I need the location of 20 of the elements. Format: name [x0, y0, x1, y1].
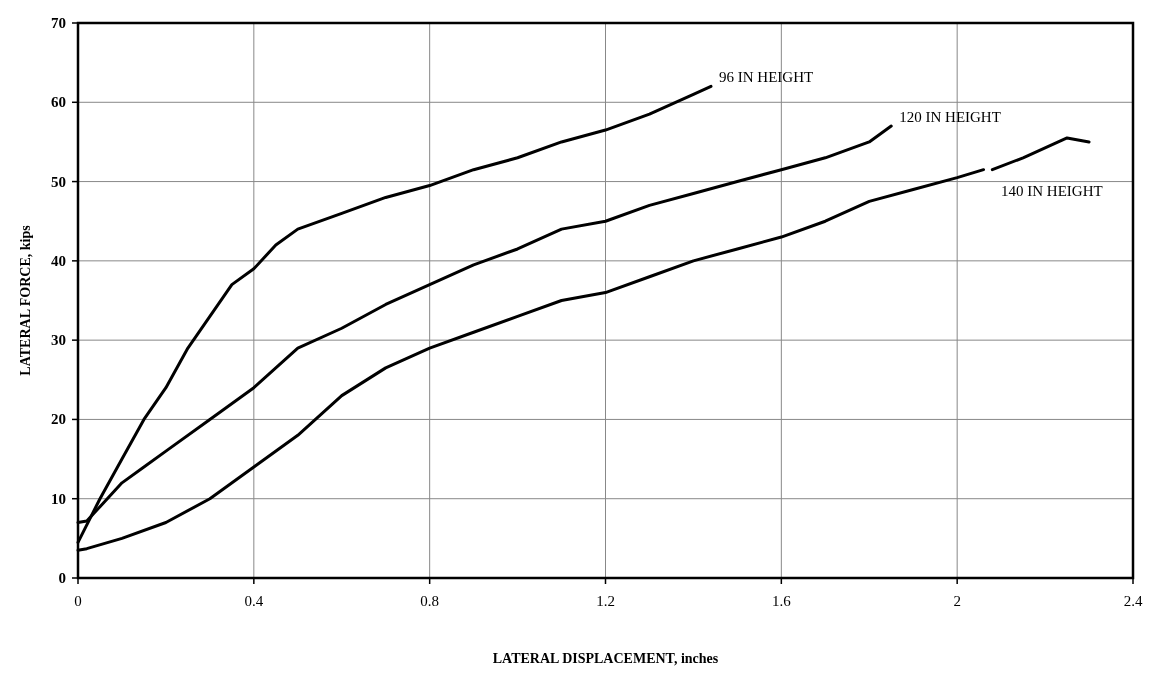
y-tick-label: 10	[51, 490, 66, 507]
y-tick-label: 70	[51, 15, 66, 31]
x-tick-label: 1.2	[596, 593, 615, 609]
y-tick-label: 40	[51, 252, 66, 269]
y-tick-label: 50	[51, 173, 66, 190]
y-tick-label: 60	[51, 94, 66, 111]
x-tick-label: 0.8	[420, 593, 440, 609]
x-tick-label: 0.4	[244, 593, 264, 609]
x-axis-title: LATERAL DISPLACEMENT, inches	[492, 651, 719, 666]
x-tick-label: 2.4	[1123, 593, 1143, 609]
x-tick-label: 2	[953, 593, 961, 609]
series-label: 140 IN HEIGHT	[1001, 182, 1103, 199]
x-tick-label: 0	[74, 593, 82, 609]
y-axis-title: LATERAL FORCE, kips	[18, 224, 33, 376]
x-tick-label: 1.6	[771, 593, 792, 609]
series-label: 120 IN HEIGHT	[899, 109, 1001, 126]
y-tick-label: 20	[51, 411, 66, 428]
y-tick-label: 30	[51, 332, 66, 349]
y-tick-label: 0	[58, 570, 66, 586]
series-label: 96 IN HEIGHT	[719, 69, 814, 86]
